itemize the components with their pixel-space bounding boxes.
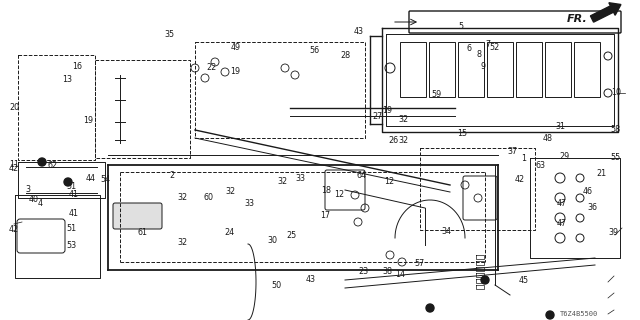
Text: 34: 34 (442, 227, 452, 236)
Text: 14: 14 (395, 270, 405, 279)
Text: 32: 32 (398, 136, 408, 145)
Text: 24: 24 (224, 228, 234, 237)
Text: 8: 8 (476, 50, 481, 59)
Text: 44: 44 (86, 174, 96, 183)
Text: 19: 19 (230, 67, 241, 76)
Text: 5: 5 (458, 22, 463, 31)
Text: 12: 12 (384, 177, 394, 186)
Bar (429, 42, 455, 97)
Text: 33: 33 (296, 174, 306, 183)
Text: 43: 43 (353, 27, 364, 36)
Text: 20: 20 (9, 103, 19, 112)
Text: 27: 27 (372, 112, 383, 121)
Text: 42: 42 (9, 164, 19, 173)
Text: 19: 19 (382, 106, 392, 115)
Text: 15: 15 (457, 129, 467, 138)
Text: 40: 40 (28, 195, 38, 204)
Text: 32: 32 (398, 115, 408, 124)
Text: 10: 10 (611, 88, 621, 97)
Text: 41: 41 (68, 190, 79, 199)
Text: 43: 43 (305, 275, 316, 284)
Text: 32: 32 (225, 187, 236, 196)
Text: 61: 61 (137, 228, 147, 237)
Text: 54: 54 (100, 175, 111, 184)
Text: 36: 36 (587, 203, 597, 212)
Text: 58: 58 (611, 125, 621, 134)
Text: 4: 4 (37, 199, 42, 208)
Circle shape (426, 304, 434, 312)
Text: 13: 13 (62, 75, 72, 84)
Text: 39: 39 (608, 228, 618, 237)
Text: 52: 52 (489, 43, 499, 52)
Bar (545, 42, 571, 97)
Text: 9: 9 (481, 62, 486, 71)
Text: 29: 29 (559, 152, 570, 161)
Text: 32: 32 (177, 193, 188, 202)
Text: 3: 3 (25, 185, 30, 194)
Text: 53: 53 (67, 241, 77, 250)
Text: 56: 56 (310, 46, 320, 55)
Text: 22: 22 (206, 63, 216, 72)
Text: 55: 55 (611, 153, 621, 162)
FancyBboxPatch shape (113, 203, 162, 229)
Text: 46: 46 (582, 187, 593, 196)
Text: 35: 35 (164, 30, 175, 39)
Text: 59: 59 (431, 90, 442, 99)
Text: 32: 32 (177, 238, 188, 247)
Text: 60: 60 (203, 193, 213, 202)
Text: 16: 16 (72, 62, 82, 71)
Text: 32: 32 (278, 177, 288, 186)
Text: 2: 2 (169, 171, 174, 180)
Bar (400, 42, 426, 97)
Circle shape (64, 178, 72, 186)
Text: 17: 17 (320, 211, 330, 220)
Text: 42: 42 (515, 175, 525, 184)
Text: 64: 64 (356, 171, 367, 180)
Text: 45: 45 (518, 276, 529, 285)
Text: 37: 37 (507, 147, 517, 156)
Text: 21: 21 (596, 169, 607, 178)
Text: 6: 6 (467, 44, 472, 53)
Circle shape (38, 158, 46, 166)
Text: 11: 11 (9, 160, 19, 169)
Text: 49: 49 (230, 43, 241, 52)
Circle shape (481, 276, 489, 284)
Text: 7: 7 (485, 40, 490, 49)
FancyArrow shape (591, 3, 621, 22)
Text: 41: 41 (68, 209, 79, 218)
Text: 47: 47 (557, 219, 567, 228)
Text: 1: 1 (521, 154, 526, 163)
Text: 48: 48 (542, 134, 552, 143)
Text: 38: 38 (382, 267, 392, 276)
Text: 63: 63 (536, 161, 546, 170)
Text: 23: 23 (358, 267, 369, 276)
Text: 57: 57 (414, 260, 424, 268)
Text: FR.: FR. (567, 14, 588, 24)
Text: 47: 47 (557, 199, 567, 208)
Text: T6Z4B5500: T6Z4B5500 (560, 311, 598, 317)
Text: 42: 42 (9, 225, 19, 234)
Bar (458, 42, 484, 97)
Text: 62: 62 (47, 161, 58, 170)
Text: 12: 12 (334, 190, 344, 199)
Text: 19: 19 (83, 116, 93, 125)
Text: 30: 30 (267, 236, 277, 245)
Text: 26: 26 (388, 136, 399, 145)
Text: 51: 51 (67, 224, 77, 233)
Bar (487, 42, 513, 97)
Bar (574, 42, 600, 97)
Text: 31: 31 (555, 122, 565, 131)
Text: 18: 18 (321, 186, 332, 195)
Bar (516, 42, 542, 97)
Text: 51: 51 (67, 182, 77, 191)
Circle shape (546, 311, 554, 319)
Text: 50: 50 (271, 281, 282, 290)
Text: 28: 28 (340, 51, 351, 60)
Text: 25: 25 (286, 231, 296, 240)
Text: 33: 33 (244, 199, 255, 208)
